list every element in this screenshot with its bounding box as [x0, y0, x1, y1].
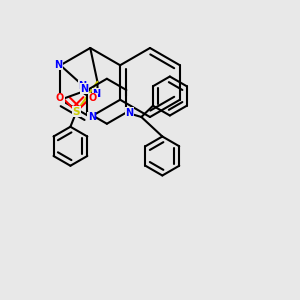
Text: N: N [125, 107, 134, 118]
Text: N: N [80, 83, 88, 94]
Text: O: O [56, 93, 64, 103]
Text: N: N [54, 60, 62, 70]
Text: N: N [88, 112, 96, 122]
Text: N: N [78, 81, 86, 91]
Text: S: S [73, 107, 80, 117]
Text: N: N [92, 89, 100, 99]
Text: O: O [89, 93, 97, 103]
